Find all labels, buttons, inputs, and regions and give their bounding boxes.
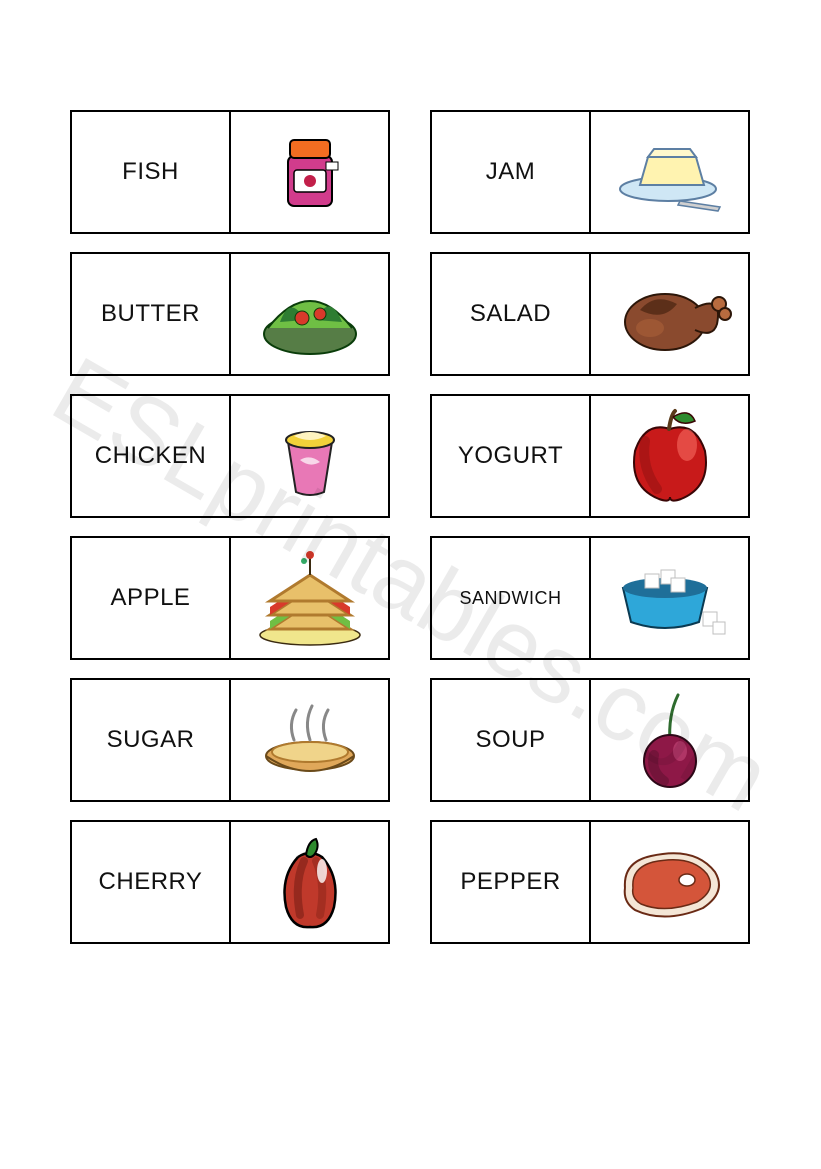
domino-word: BUTTER	[72, 254, 231, 374]
domino-word: PEPPER	[432, 822, 591, 942]
domino-card: YOGURT	[430, 394, 750, 518]
domino-word: SUGAR	[72, 680, 231, 800]
domino-row: CHICKEN YOGURT	[70, 394, 750, 518]
domino-card: BUTTER	[70, 252, 390, 376]
domino-card: FISH	[70, 110, 390, 234]
sandwich-icon	[231, 538, 388, 658]
domino-word: APPLE	[72, 538, 231, 658]
domino-card: APPLE	[70, 536, 390, 660]
domino-word: SOUP	[432, 680, 591, 800]
domino-card: CHERRY	[70, 820, 390, 944]
butter-icon	[591, 112, 748, 232]
domino-card: SOUP	[430, 678, 750, 802]
pepper-icon	[231, 822, 388, 942]
domino-word: YOGURT	[432, 396, 591, 516]
domino-row: CHERRY PEPPER	[70, 820, 750, 944]
domino-word: FISH	[72, 112, 231, 232]
domino-word: SALAD	[432, 254, 591, 374]
apple-icon	[591, 396, 748, 516]
domino-word: CHICKEN	[72, 396, 231, 516]
steak-icon	[591, 822, 748, 942]
domino-row: FISH JAM	[70, 110, 750, 234]
yogurt-icon	[231, 396, 388, 516]
worksheet-page: FISH JAM BUTTER SALAD CHICKEN YOGURT A	[70, 110, 750, 944]
jam-icon	[231, 112, 388, 232]
domino-card: SUGAR	[70, 678, 390, 802]
domino-row: SUGAR SOUP	[70, 678, 750, 802]
cherry-icon	[591, 680, 748, 800]
chicken-icon	[591, 254, 748, 374]
domino-card: CHICKEN	[70, 394, 390, 518]
domino-word: CHERRY	[72, 822, 231, 942]
domino-card: JAM	[430, 110, 750, 234]
salad-icon	[231, 254, 388, 374]
domino-row: APPLE SANDWICH	[70, 536, 750, 660]
domino-card: PEPPER	[430, 820, 750, 944]
domino-grid: FISH JAM BUTTER SALAD CHICKEN YOGURT A	[70, 110, 750, 944]
domino-card: SANDWICH	[430, 536, 750, 660]
sugar-icon	[591, 538, 748, 658]
domino-card: SALAD	[430, 252, 750, 376]
domino-row: BUTTER SALAD	[70, 252, 750, 376]
domino-word: JAM	[432, 112, 591, 232]
domino-word: SANDWICH	[432, 538, 591, 658]
soup-icon	[231, 680, 388, 800]
